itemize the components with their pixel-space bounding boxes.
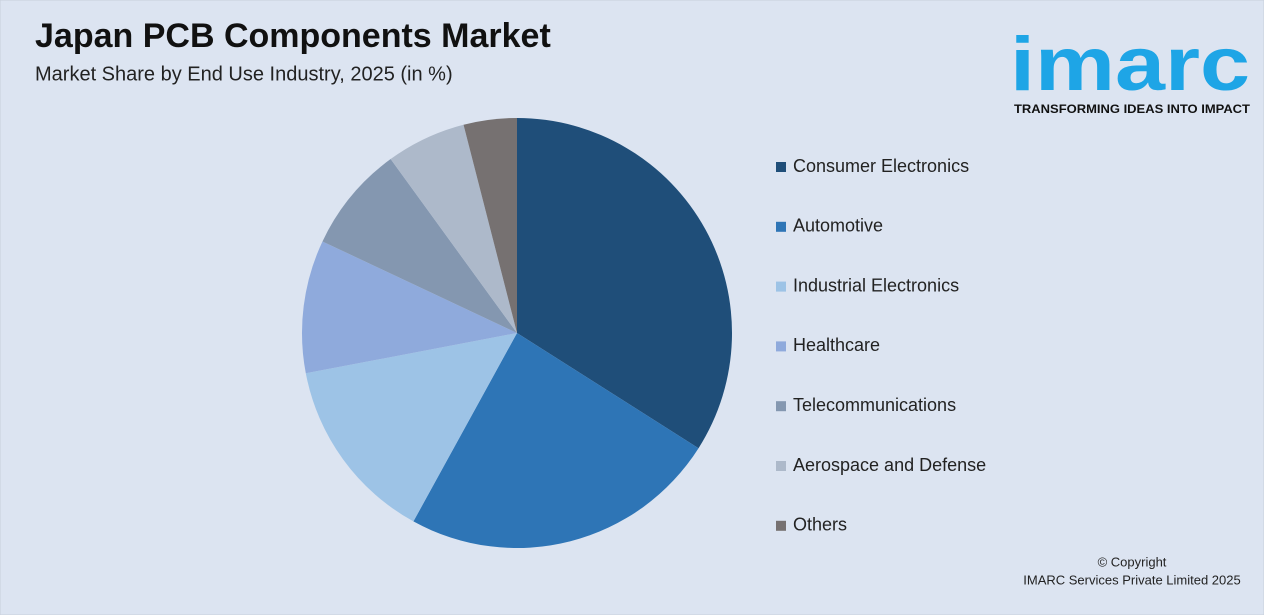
legend-swatch — [776, 520, 786, 531]
chart-title: Japan PCB Components Market — [35, 17, 551, 55]
legend-swatch — [776, 221, 786, 232]
pie-slice — [322, 159, 517, 333]
logo-name: imarc — [1010, 22, 1250, 107]
legend-label: Others — [793, 515, 847, 535]
legend-label: Healthcare — [793, 335, 880, 355]
pie-slice — [517, 118, 732, 449]
pie-slice — [305, 333, 517, 522]
pie-slice — [302, 241, 517, 374]
chart-subtitle: Market Share by End Use Industry, 2025 (… — [35, 63, 453, 85]
legend-swatch — [776, 281, 786, 292]
logo-tagline: TRANSFORMING IDEAS INTO IMPACT — [1014, 102, 1251, 116]
pie-slice — [390, 124, 517, 333]
legend-label: Automotive — [793, 216, 883, 236]
copyright: © Copyright — [1098, 554, 1167, 569]
legend-swatch — [776, 461, 786, 471]
pie-slice — [463, 118, 517, 333]
pie-slice — [413, 333, 699, 548]
copyright: IMARC Services Private Limited 2025 — [1023, 572, 1240, 587]
legend-swatch — [776, 341, 786, 352]
legend-swatch — [776, 162, 786, 172]
legend-label: Industrial Electronics — [793, 275, 959, 295]
legend-label: Consumer Electronics — [793, 156, 969, 176]
legend-label: Telecommunications — [793, 395, 956, 415]
legend-swatch — [776, 401, 786, 412]
legend-label: Aerospace and Defense — [793, 455, 986, 475]
